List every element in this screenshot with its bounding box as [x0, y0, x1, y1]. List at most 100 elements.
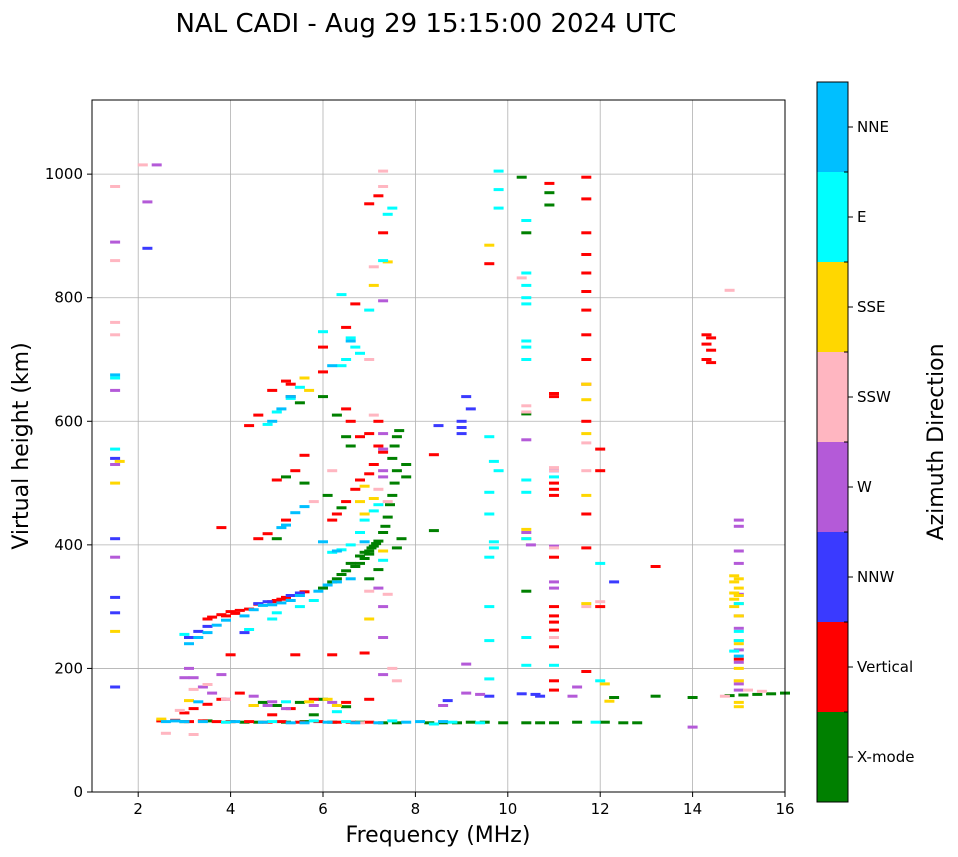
data-point [267, 388, 278, 392]
data-point [110, 685, 121, 689]
x-tick-label: 8 [411, 800, 421, 818]
data-point [294, 594, 305, 597]
data-point [110, 447, 121, 451]
data-point [331, 577, 342, 581]
data-point [581, 546, 592, 550]
data-point [193, 629, 204, 633]
grid-lines [92, 100, 785, 792]
data-point [327, 700, 338, 704]
data-point [438, 720, 449, 724]
data-point [373, 568, 384, 572]
colorbar-segment [817, 172, 848, 262]
data-point [318, 330, 328, 334]
data-point [387, 206, 398, 210]
data-point [442, 699, 453, 703]
data-point [484, 490, 495, 494]
data-point [733, 682, 744, 686]
data-point [285, 721, 296, 725]
data-point [465, 407, 476, 411]
plot-area: 2 4 6 8 10 12 14 16 0 200 400 600 800 1000 [45, 99, 795, 818]
data-point [345, 561, 356, 565]
data-point [385, 503, 395, 507]
data-point [350, 345, 361, 349]
data-point [336, 293, 347, 297]
data-point [706, 348, 717, 352]
x-tick-label: 6 [318, 800, 328, 818]
data-point [271, 611, 282, 615]
data-point [364, 358, 375, 361]
data-point [285, 382, 296, 386]
data-point [530, 692, 541, 696]
data-point [488, 540, 499, 544]
data-point [110, 320, 121, 324]
colorbar-segment [817, 262, 848, 352]
data-point [521, 537, 532, 541]
data-point [327, 364, 338, 368]
data-point [202, 631, 213, 635]
data-point [549, 663, 559, 667]
data-point [271, 478, 282, 482]
data-point [521, 478, 532, 482]
data-point [276, 601, 287, 605]
data-point [484, 512, 495, 516]
data-point [729, 591, 740, 595]
data-point [378, 185, 389, 188]
data-point [262, 704, 273, 707]
data-point [461, 395, 472, 399]
data-point [687, 725, 698, 729]
data-point [521, 663, 532, 667]
data-point [110, 373, 121, 377]
data-point [447, 720, 458, 724]
data-point [701, 358, 712, 361]
data-point [729, 605, 740, 609]
data-point [308, 599, 319, 602]
data-point [733, 657, 744, 661]
data-point [581, 398, 592, 402]
data-point [549, 469, 559, 473]
data-point [549, 481, 559, 485]
data-point [549, 544, 559, 548]
data-point [549, 645, 559, 649]
data-point [378, 231, 389, 235]
data-point [378, 259, 389, 263]
data-point [341, 500, 352, 504]
data-point [475, 721, 486, 725]
x-axis-ticks: 2 4 6 8 10 12 14 16 [133, 792, 795, 818]
data-point [355, 351, 365, 355]
data-point [484, 605, 495, 609]
data-point [225, 610, 236, 614]
data-point [733, 594, 744, 597]
data-point [248, 694, 259, 698]
data-point [581, 271, 592, 275]
data-point [733, 654, 744, 658]
data-point [271, 599, 282, 602]
y-tick-label: 1000 [45, 165, 83, 183]
data-point [359, 540, 370, 544]
data-point [271, 704, 282, 707]
data-point [461, 662, 472, 666]
x-tick-label: 16 [775, 800, 794, 818]
data-point [549, 688, 559, 692]
data-point [378, 450, 389, 454]
data-point [364, 552, 375, 556]
data-point [521, 490, 532, 494]
data-point [221, 720, 231, 724]
data-point [364, 589, 375, 593]
y-tick-label: 200 [54, 659, 83, 677]
data-point [729, 574, 740, 578]
data-point [567, 694, 578, 698]
data-point [313, 589, 324, 593]
data-point [488, 546, 499, 550]
data-point [160, 720, 171, 724]
data-point [382, 212, 393, 216]
data-point [262, 422, 273, 426]
data-point [281, 475, 291, 479]
data-point [396, 537, 407, 541]
data-point [521, 358, 532, 361]
data-point [281, 595, 291, 599]
data-point [299, 481, 310, 485]
data-point [368, 283, 379, 287]
data-point [733, 518, 744, 522]
data-point [521, 302, 532, 306]
